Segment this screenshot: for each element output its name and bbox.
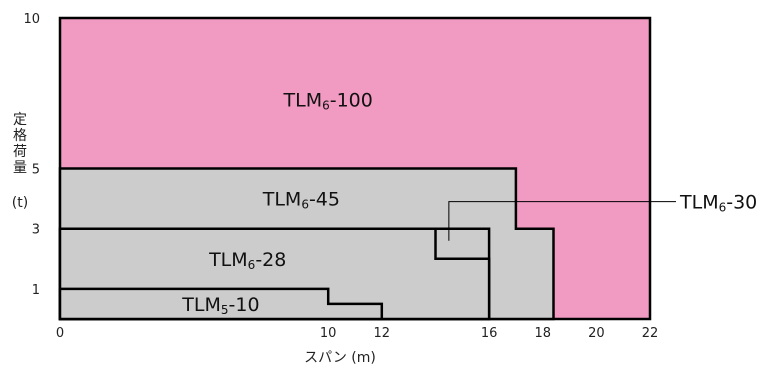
label-tlm6-100: TLM6-100 (283, 89, 373, 112)
x-tick-label: 16 (481, 326, 498, 341)
x-axis-ticks: 0 10 12 16 18 20 22 (56, 326, 658, 341)
y-axis-ticks: 1 3 5 10 (23, 12, 40, 298)
x-tick-label: 10 (320, 326, 337, 341)
label-tlm6-45: TLM6-45 (262, 189, 340, 212)
label-tlm6-28: TLM6-28 (208, 249, 286, 272)
x-tick-label: 20 (588, 326, 605, 341)
y-tick-label: 10 (23, 12, 40, 27)
callout-leader-line (448, 201, 676, 241)
callout-label-tlm6-30: TLM6-30 (679, 192, 757, 215)
y-tick-label: 3 (32, 223, 40, 238)
x-tick-label: 0 (56, 326, 64, 341)
y-tick-label: 5 (32, 163, 40, 178)
load-areas (58, 16, 652, 321)
y-tick-label: 1 (32, 283, 40, 298)
x-axis-title: スパン (m) (304, 350, 376, 366)
y-axis-title: 定格荷量 (13, 112, 27, 176)
callout: TLM6-30 (448, 192, 757, 241)
label-tlm5-10: TLM5-10 (181, 294, 259, 317)
area-labels: TLM6-100 TLM6-45 TLM6-28 TLM5-10 (181, 89, 373, 317)
x-tick-label: 12 (374, 326, 391, 341)
y-axis-unit: (t) (12, 195, 28, 211)
x-tick-label: 18 (534, 326, 551, 341)
area-tlm5-10 (58, 287, 384, 321)
x-tick-label: 22 (642, 326, 659, 341)
